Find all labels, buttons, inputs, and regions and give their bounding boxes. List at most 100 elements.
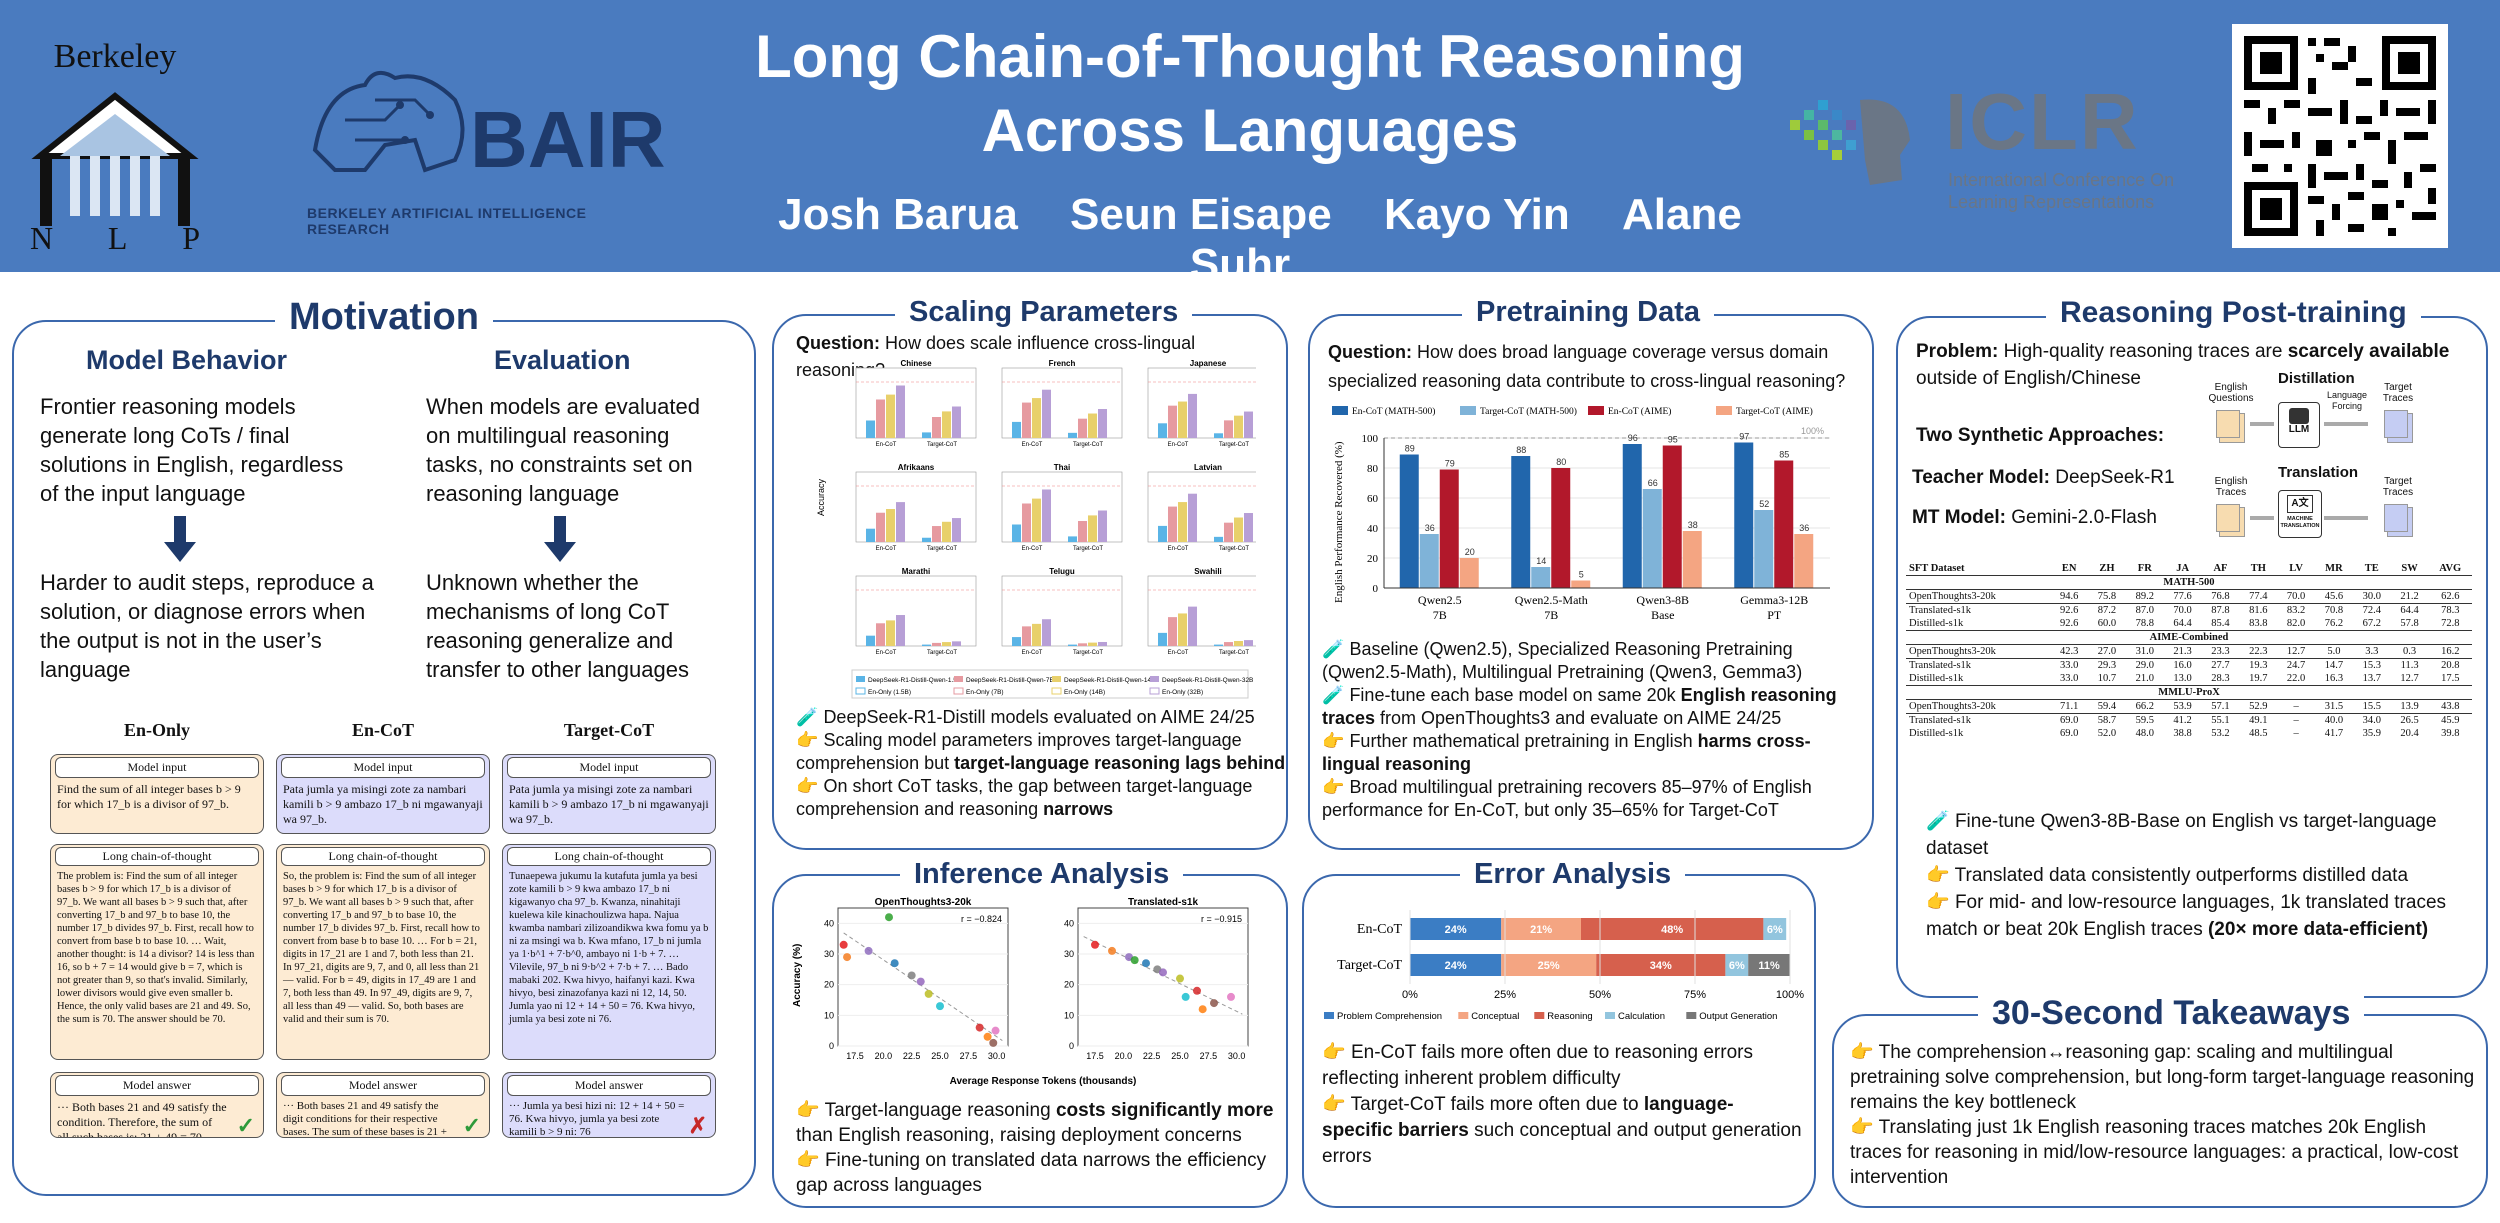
x-tick-label: En-CoT: [1168, 442, 1189, 448]
data-label: 5: [1579, 570, 1584, 580]
table-cell: 70.0: [2286, 591, 2306, 602]
data-point: [843, 953, 852, 962]
x-tick-label: Base: [1651, 608, 1674, 622]
table-cell: 22.0: [2286, 673, 2306, 684]
x-tick-label: Target-CoT: [927, 442, 957, 448]
plot-area: [1001, 575, 1123, 647]
x-tick-label: Target-CoT: [1219, 442, 1249, 448]
table-cell: 12.7: [2286, 646, 2306, 657]
model-input-card: Model input Pata jumla ya misingi zote z…: [276, 754, 490, 834]
section-label: MATH-500: [1906, 575, 2472, 590]
bar: [1439, 469, 1459, 588]
x-tick-label: Target-CoT: [1219, 650, 1249, 656]
table-cell: 41.2: [2173, 715, 2192, 726]
pointing-hand-icon: 👉: [1926, 892, 1950, 913]
bar: [942, 411, 951, 438]
bar: [866, 420, 875, 438]
table-cell: 39.8: [2441, 728, 2460, 739]
bar: [1078, 521, 1087, 542]
pointing-hand-icon: 👉: [1322, 1042, 1346, 1063]
y-axis-label: English Performance Recovered (%): [1333, 441, 1345, 603]
error-bullets: 👉 En-CoT fails more often due to reasoni…: [1322, 1042, 1802, 1167]
data-label: 21%: [1530, 924, 1552, 936]
author: Seun Eisape: [1070, 190, 1332, 239]
bar: [1459, 558, 1479, 588]
bar: [1012, 421, 1021, 438]
legend-swatch: [1716, 406, 1732, 415]
section-label: MMLU-ProX: [1906, 685, 2472, 700]
bar: [952, 406, 961, 438]
bar: [952, 518, 961, 542]
table-cell: 20.4: [2400, 728, 2419, 739]
legend-label: DeepSeek-R1-Distill-Qwen-14B: [1064, 677, 1155, 684]
legend-swatch: [1150, 676, 1159, 682]
author: Kayo Yin: [1383, 190, 1570, 239]
table-cell: 45.9: [2441, 715, 2460, 726]
bar: [1178, 613, 1187, 646]
x-tick-label: Target-CoT: [927, 546, 957, 552]
y-tick-label: 0: [829, 1041, 834, 1051]
table-cell: 31.0: [2135, 646, 2154, 657]
bar: [922, 432, 931, 438]
table-cell: 62.6: [2441, 591, 2460, 602]
table-cell: 28.3: [2211, 673, 2230, 684]
legend-swatch: [1149, 687, 1160, 695]
table-cell: 3.3: [2365, 646, 2379, 657]
legend-label: En-Only (14B): [1064, 689, 1105, 696]
table-cell: 70.0: [2173, 605, 2192, 616]
bar: [1244, 411, 1253, 438]
table-cell: Translated-s1k: [1909, 660, 1972, 671]
table-cell: 19.3: [2249, 660, 2268, 671]
table-cell: 16.2: [2441, 646, 2460, 657]
bar-segment: [1748, 954, 1790, 976]
data-point: [890, 959, 899, 968]
bar: [886, 509, 895, 542]
data-point: [907, 971, 916, 980]
table-section-row: MATH-500: [1906, 575, 2472, 590]
table-cell: 67.2: [2362, 618, 2381, 629]
y-tick-label: 10: [824, 1010, 834, 1020]
table-cell: 21.0: [2135, 673, 2154, 684]
legend-label: En-CoT (MATH-500): [1352, 406, 1435, 417]
table-cell: 83.8: [2249, 618, 2268, 629]
table-cell: 94.6: [2059, 591, 2079, 602]
bar: [1774, 460, 1794, 588]
takeaways-title: 30-Second Takeaways: [1978, 994, 2365, 1033]
x-tick-label: Qwen3-8B: [1636, 593, 1689, 607]
panel-title: Swahili: [1194, 567, 1222, 576]
bar: [1178, 502, 1187, 542]
column-header: JA: [2163, 562, 2202, 576]
correlation-label: r = −0.824: [961, 914, 1002, 924]
model-answer-card: Model answer ··· Both bases 21 and 49 sa…: [50, 1072, 264, 1138]
teacher-model: Teacher Model: DeepSeek-R1: [1912, 467, 2175, 488]
panel-title: Chinese: [900, 359, 932, 368]
x-tick-label: 30.0: [1228, 1051, 1246, 1061]
bar: [922, 537, 931, 542]
arrow-right-icon: [2250, 422, 2274, 426]
bar-segment: [1410, 918, 1502, 940]
table-section-row: MMLU-ProX: [1906, 685, 2472, 700]
bar-segment: [1725, 954, 1749, 976]
bar: [1088, 515, 1097, 542]
bar: [1042, 389, 1051, 438]
model-behavior-consequence: Harder to audit steps, reproduce a solut…: [40, 570, 374, 682]
bear-circuit-icon: [312, 70, 465, 173]
inference-title: Inference Analysis: [900, 858, 1184, 891]
qr-code-icon[interactable]: [2232, 24, 2448, 248]
data-label: 6%: [1729, 960, 1745, 972]
inference-bullets: 👉 Target-language reasoning costs signif…: [796, 1100, 1274, 1196]
model-answer-card: Model answer ··· Both bases 21 and 49 sa…: [276, 1072, 490, 1138]
posttraining-bullets: 🧪 Fine-tune Qwen3-8B-Base on English vs …: [1926, 811, 2447, 940]
x-tick-label: En-CoT: [1022, 546, 1043, 552]
data-point: [916, 977, 925, 986]
plot-area: [837, 907, 1009, 1047]
table-cell: Translated-s1k: [1909, 715, 1972, 726]
bar: [886, 620, 895, 646]
table-cell: 87.0: [2135, 605, 2154, 616]
legend-label: En-Only (1.5B): [868, 689, 911, 696]
pointing-hand-icon: 👉: [1926, 865, 1950, 886]
table-cell: 52.0: [2097, 728, 2117, 739]
legend-swatch: [855, 687, 866, 695]
column-header: ZH: [2088, 562, 2126, 576]
iclr-logo: ICLR International Conference On Learnin…: [1780, 80, 2200, 220]
